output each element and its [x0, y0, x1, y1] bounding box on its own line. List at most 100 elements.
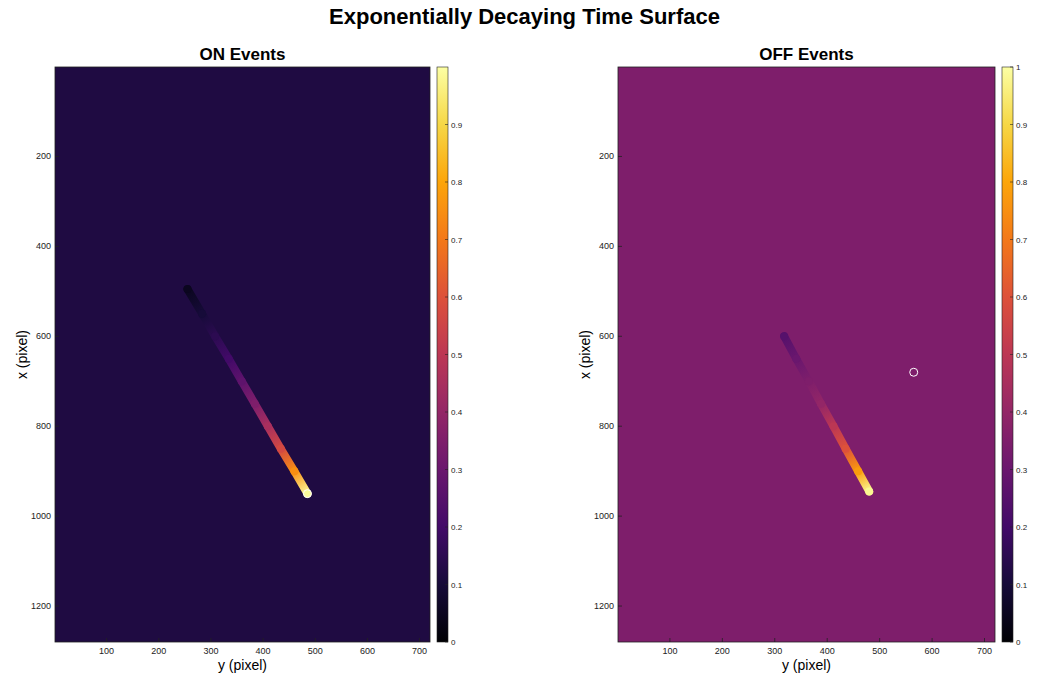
figure-title: Exponentially Decaying Time Surface — [329, 4, 720, 29]
colorbar — [437, 67, 448, 642]
x-tick — [263, 638, 264, 642]
colorbar-tick-label: 0.5 — [451, 351, 463, 360]
colorbar-tick — [445, 354, 448, 355]
y-tick-label: 400 — [36, 241, 51, 251]
x-tick-label: 200 — [715, 646, 730, 656]
colorbar-tick-label: 0.8 — [451, 178, 463, 187]
colorbar-tick-label: 0.7 — [451, 236, 463, 245]
x-tick-label: 400 — [820, 646, 835, 656]
y-tick — [55, 336, 59, 337]
y-tick — [55, 246, 59, 247]
x-tick — [419, 638, 420, 642]
colorbar-tick-label: 0.2 — [1016, 523, 1028, 532]
y-tick-label: 1200 — [31, 601, 51, 611]
plot-area — [618, 67, 995, 642]
x-tick — [879, 638, 880, 642]
x-axis-title: y (pixel) — [218, 657, 267, 673]
colorbar-tick-label: 0.6 — [451, 293, 463, 302]
y-tick-label: 200 — [599, 151, 614, 161]
colorbar-tick-label: 0.2 — [451, 523, 463, 532]
y-tick-label: 600 — [36, 331, 51, 341]
colorbar-tick — [1010, 67, 1013, 68]
colorbar-tick — [445, 124, 448, 125]
x-tick-label: 700 — [977, 646, 992, 656]
colorbar-tick-label: 0.8 — [1016, 178, 1028, 187]
x-tick-label: 500 — [308, 646, 323, 656]
track-point — [780, 332, 788, 340]
colorbar-tick-label: 0.9 — [451, 121, 463, 130]
colorbar-tick — [445, 239, 448, 240]
x-tick-label: 200 — [151, 646, 166, 656]
panel: ON Events1002003004005006007002004006008… — [14, 45, 463, 673]
panel-title: ON Events — [200, 45, 286, 64]
y-tick — [55, 426, 59, 427]
track-point — [792, 355, 800, 363]
x-tick — [210, 638, 211, 642]
plot-frame — [55, 67, 430, 642]
x-tick — [827, 638, 828, 642]
colorbar-tick-label: 0.5 — [1016, 351, 1028, 360]
colorbar-tick — [1010, 642, 1013, 643]
colorbar-tick-label: 0 — [1016, 638, 1021, 647]
colorbar — [1002, 67, 1013, 642]
y-tick — [618, 516, 622, 517]
x-tick — [669, 638, 670, 642]
colorbar-tick — [1010, 354, 1013, 355]
track-point — [251, 400, 259, 408]
figure: Exponentially Decaying Time Surface ON Ev… — [0, 0, 1049, 682]
colorbar-tick — [1010, 527, 1013, 528]
highlight-circle — [910, 368, 918, 376]
x-tick — [367, 638, 368, 642]
x-tick-label: 100 — [99, 646, 114, 656]
track-line — [784, 336, 869, 491]
x-tick-label: 700 — [412, 646, 427, 656]
colorbar-tick — [445, 469, 448, 470]
colorbar-tick-label: 0.1 — [1016, 581, 1028, 590]
y-tick — [55, 156, 59, 157]
y-tick — [618, 606, 622, 607]
y-tick-label: 800 — [36, 421, 51, 431]
plot-frame — [618, 67, 995, 642]
track-point — [842, 445, 850, 453]
x-tick-label: 300 — [203, 646, 218, 656]
y-tick — [618, 426, 622, 427]
x-tick — [932, 638, 933, 642]
track-point — [865, 487, 873, 495]
y-axis-title: x (pixel) — [577, 330, 593, 379]
track-point — [264, 422, 272, 430]
x-tick-label: 300 — [767, 646, 782, 656]
colorbar-tick-label: 1 — [1016, 63, 1021, 72]
track-point — [238, 377, 246, 385]
y-tick-label: 1000 — [31, 511, 51, 521]
track-point — [198, 310, 206, 318]
track-point — [303, 490, 311, 498]
track-line — [188, 289, 308, 494]
colorbar-tick-label: 0.4 — [451, 408, 463, 417]
x-tick-label: 500 — [872, 646, 887, 656]
panel-title: OFF Events — [759, 45, 853, 64]
background-cells — [55, 67, 430, 642]
colorbar-tick — [445, 412, 448, 413]
colorbar-tick-label: 0.3 — [451, 466, 463, 475]
colorbar-tick-label: 0.7 — [1016, 236, 1028, 245]
track-point — [854, 467, 862, 475]
y-tick — [618, 246, 622, 247]
colorbar-tick — [445, 642, 448, 643]
y-tick — [618, 156, 622, 157]
y-tick-label: 400 — [599, 241, 614, 251]
x-tick — [984, 638, 985, 642]
y-tick-label: 200 — [36, 151, 51, 161]
y-tick-label: 800 — [599, 421, 614, 431]
background-cells — [618, 67, 995, 642]
colorbar-tick — [1010, 412, 1013, 413]
colorbar-tick-label: 0.9 — [1016, 121, 1028, 130]
colorbar-tick — [1010, 239, 1013, 240]
y-tick-label: 1000 — [594, 511, 614, 521]
y-axis-title: x (pixel) — [14, 330, 30, 379]
x-tick — [158, 638, 159, 642]
y-tick — [618, 336, 622, 337]
track-point — [817, 400, 825, 408]
colorbar-tick-label: 0.6 — [1016, 293, 1028, 302]
colorbar-tick — [1010, 182, 1013, 183]
track-point — [183, 285, 191, 293]
